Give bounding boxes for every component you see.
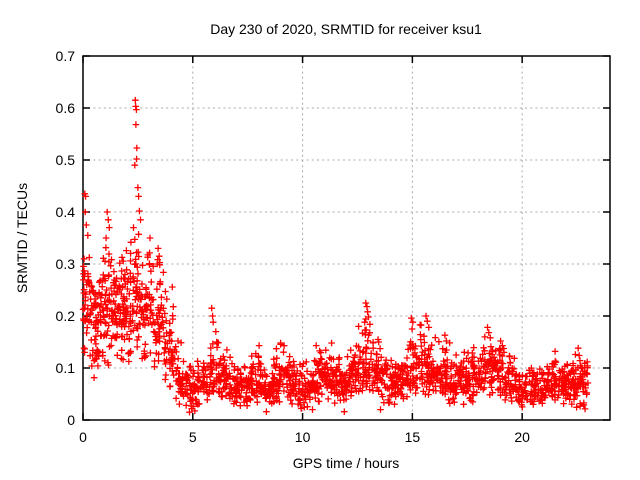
y-tick-label: 0.1 (56, 360, 76, 376)
y-tick-label: 0 (67, 412, 75, 428)
y-tick-label: 0.3 (56, 256, 76, 272)
plot-border (82, 55, 611, 421)
y-tick-label: 0.5 (56, 152, 76, 168)
y-tick-label: 0.2 (56, 308, 76, 324)
y-tick-label: 0.7 (56, 48, 76, 64)
x-tick-label: 5 (189, 429, 197, 445)
x-tick-label: 20 (514, 429, 530, 445)
x-tick-label: 10 (295, 429, 311, 445)
x-axis-label: GPS time / hours (292, 455, 400, 471)
y-tick-label: 0.4 (56, 204, 76, 220)
x-tick-label: 0 (79, 429, 87, 445)
srmtid-data-points (79, 96, 592, 416)
chart-title: Day 230 of 2020, SRMTID for receiver ksu… (210, 21, 482, 37)
x-tick-label: 15 (405, 429, 421, 445)
y-tick-label: 0.6 (56, 100, 76, 116)
